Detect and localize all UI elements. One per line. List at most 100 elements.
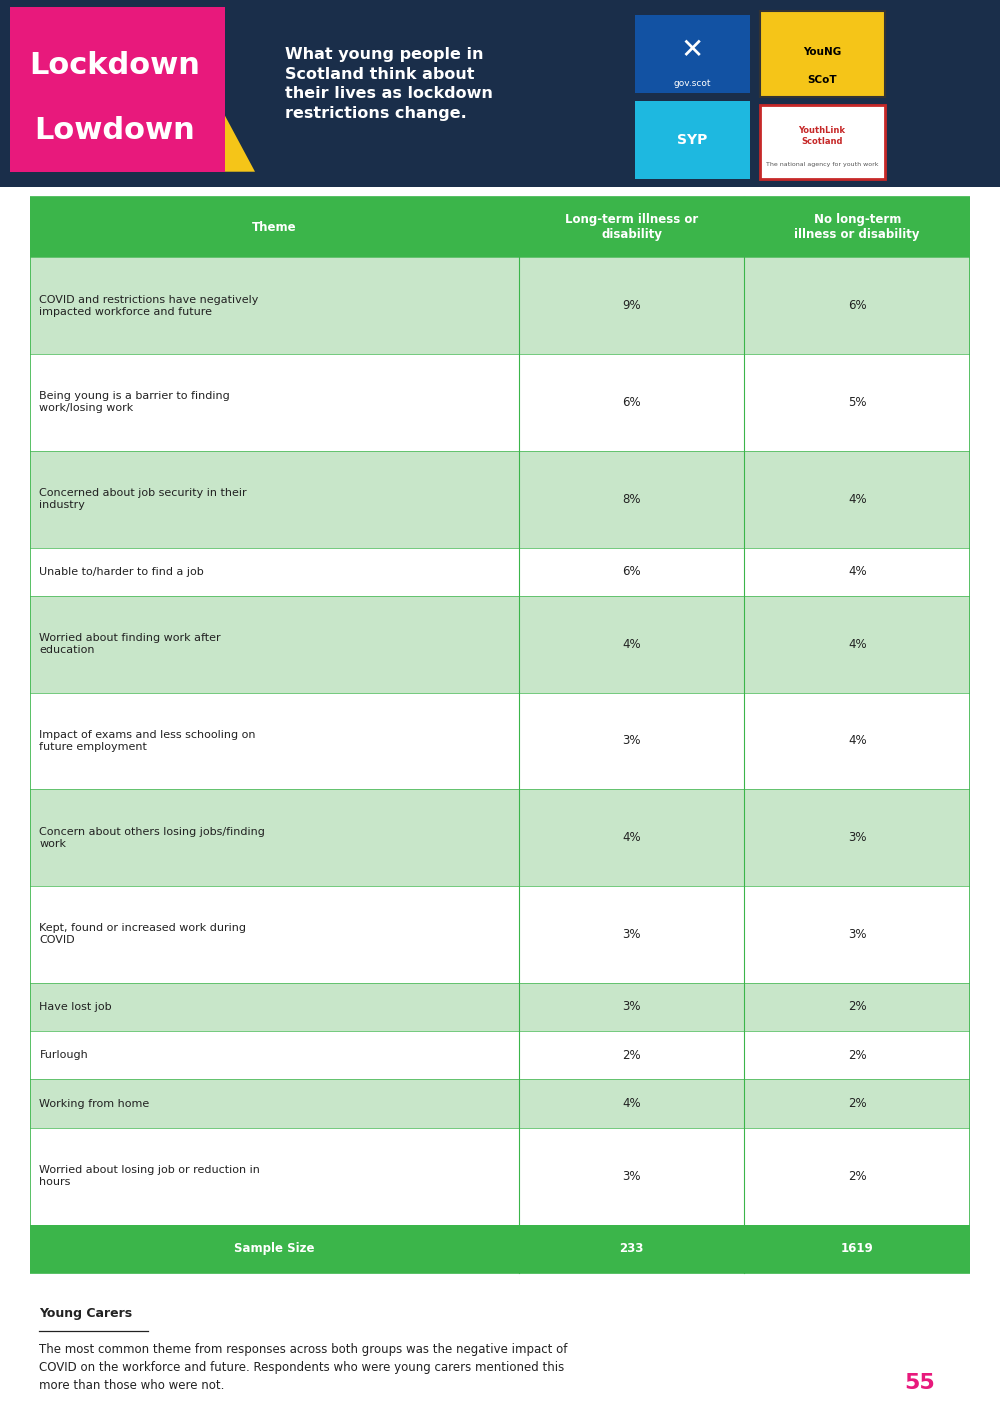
Text: 3%: 3% — [848, 831, 866, 844]
Bar — [30, 354, 519, 451]
Text: Long-term illness or
disability: Long-term illness or disability — [565, 214, 698, 242]
Bar — [30, 887, 519, 983]
Text: 4%: 4% — [848, 566, 867, 578]
Bar — [519, 1128, 744, 1225]
Bar — [519, 595, 744, 693]
Text: 55: 55 — [905, 1373, 935, 1393]
Text: 2%: 2% — [622, 1049, 641, 1062]
Bar — [744, 547, 970, 595]
Text: Working from home: Working from home — [39, 1099, 150, 1109]
Bar — [519, 693, 744, 789]
Bar — [519, 197, 744, 257]
Text: 3%: 3% — [622, 1169, 641, 1182]
Text: The national agency for youth work: The national agency for youth work — [766, 161, 878, 167]
Text: 6%: 6% — [622, 566, 641, 578]
Text: Impact of exams and less schooling on
future employment: Impact of exams and less schooling on fu… — [39, 730, 256, 752]
Bar — [760, 11, 885, 98]
Bar — [10, 7, 225, 171]
Text: 8%: 8% — [622, 492, 641, 506]
Text: 2%: 2% — [848, 1169, 867, 1182]
Bar — [744, 1079, 970, 1128]
Bar — [519, 983, 744, 1031]
Bar — [30, 983, 519, 1031]
Text: SYP: SYP — [677, 133, 707, 147]
Bar — [519, 1225, 744, 1273]
Text: Unable to/harder to find a job: Unable to/harder to find a job — [39, 567, 204, 577]
Text: YouNG: YouNG — [803, 47, 841, 57]
Bar — [760, 105, 885, 180]
Text: Worried about losing job or reduction in
hours: Worried about losing job or reduction in… — [39, 1165, 260, 1188]
Bar — [519, 257, 744, 354]
Bar — [635, 100, 750, 180]
Bar — [30, 693, 519, 789]
Text: COVID and restrictions have negatively
impacted workforce and future: COVID and restrictions have negatively i… — [39, 294, 259, 317]
Bar — [744, 595, 970, 693]
Bar — [30, 1225, 519, 1273]
Text: Lockdown: Lockdown — [30, 51, 200, 79]
Text: Furlough: Furlough — [39, 1051, 88, 1060]
Bar — [744, 197, 970, 257]
Text: 6%: 6% — [848, 300, 867, 312]
Bar — [519, 1031, 744, 1079]
Text: 3%: 3% — [622, 928, 641, 940]
Text: 2%: 2% — [848, 1097, 867, 1110]
Text: Sample Size: Sample Size — [234, 1243, 315, 1256]
Bar — [744, 693, 970, 789]
Bar — [744, 1128, 970, 1225]
Text: 3%: 3% — [848, 928, 866, 940]
Text: YouthLink
Scotland: YouthLink Scotland — [798, 126, 846, 146]
Bar — [519, 354, 744, 451]
Bar — [635, 16, 750, 93]
Bar — [744, 354, 970, 451]
Text: 2%: 2% — [848, 1049, 867, 1062]
Text: No long-term
illness or disability: No long-term illness or disability — [794, 214, 920, 242]
Bar — [30, 1079, 519, 1128]
Bar — [30, 197, 970, 1273]
Text: Theme: Theme — [252, 221, 297, 233]
Text: Concerned about job security in their
industry: Concerned about job security in their in… — [39, 488, 247, 510]
Text: 5%: 5% — [848, 396, 866, 409]
Polygon shape — [225, 116, 255, 171]
Text: 3%: 3% — [622, 734, 641, 748]
Bar — [744, 257, 970, 354]
Bar — [30, 1128, 519, 1225]
Bar — [519, 1079, 744, 1128]
Text: SCoT: SCoT — [807, 75, 837, 85]
Bar — [30, 257, 519, 354]
Bar — [744, 1031, 970, 1079]
Text: 1619: 1619 — [841, 1243, 874, 1256]
Text: 4%: 4% — [622, 1097, 641, 1110]
Text: Worried about finding work after
education: Worried about finding work after educati… — [39, 633, 221, 655]
Text: Lowdown: Lowdown — [35, 116, 195, 146]
Bar — [30, 451, 519, 547]
Text: 6%: 6% — [622, 396, 641, 409]
Bar — [30, 789, 519, 887]
Text: ✕: ✕ — [680, 37, 704, 65]
Bar — [30, 547, 519, 595]
Bar — [744, 1225, 970, 1273]
Text: Being young is a barrier to finding
work/losing work: Being young is a barrier to finding work… — [39, 392, 230, 413]
Bar — [30, 1031, 519, 1079]
Text: Concern about others losing jobs/finding
work: Concern about others losing jobs/finding… — [39, 827, 265, 848]
Bar — [744, 789, 970, 887]
Bar — [519, 887, 744, 983]
Text: The most common theme from responses across both groups was the negative impact : The most common theme from responses acr… — [39, 1343, 568, 1391]
Text: Young Carers: Young Carers — [39, 1307, 133, 1319]
Bar — [744, 887, 970, 983]
Text: 4%: 4% — [848, 638, 867, 650]
Bar — [30, 197, 519, 257]
Text: 4%: 4% — [622, 831, 641, 844]
Bar — [744, 451, 970, 547]
Text: 4%: 4% — [848, 734, 867, 748]
Text: Have lost job: Have lost job — [39, 1003, 112, 1012]
Text: What young people in
Scotland think about
their lives as lockdown
restrictions c: What young people in Scotland think abou… — [285, 47, 493, 122]
Text: Kept, found or increased work during
COVID: Kept, found or increased work during COV… — [39, 923, 246, 946]
Text: 4%: 4% — [848, 492, 867, 506]
Bar — [30, 595, 519, 693]
Text: 4%: 4% — [622, 638, 641, 650]
Bar — [744, 983, 970, 1031]
Bar — [519, 547, 744, 595]
Text: 3%: 3% — [622, 1001, 641, 1014]
Text: 9%: 9% — [622, 300, 641, 312]
Text: 2%: 2% — [848, 1001, 867, 1014]
